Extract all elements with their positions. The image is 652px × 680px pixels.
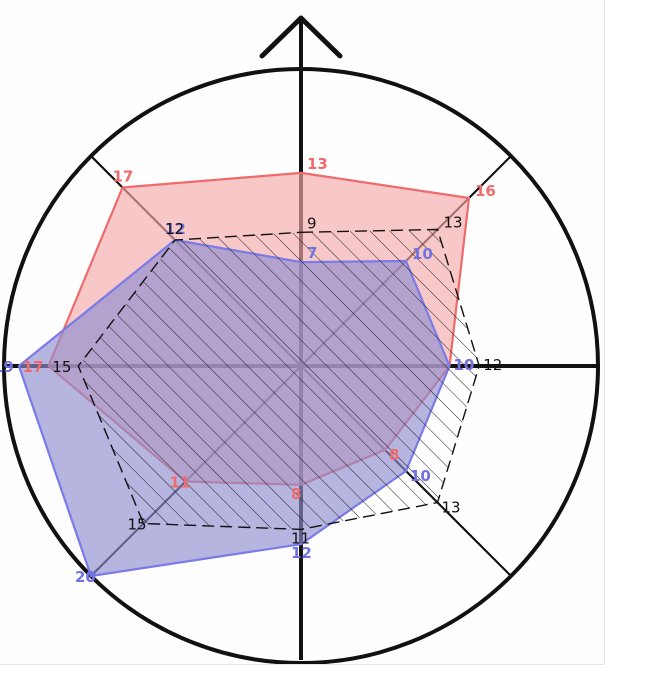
series-2-label-3: 13: [442, 499, 461, 517]
series-0-label-7: 17: [113, 168, 134, 186]
series-1-label-3: 10: [410, 467, 431, 485]
series-2-label-7: 12: [165, 220, 184, 238]
series-2-label-6: 15: [52, 358, 71, 376]
series-1-label-5: 20: [75, 568, 96, 586]
series-0-label-5: 11: [170, 474, 191, 492]
series-0-label-4: 8: [291, 485, 301, 503]
series-0-label-6: 17: [23, 358, 44, 376]
series-1-label-0: 7: [307, 244, 317, 262]
series-0-label-0: 13: [307, 155, 328, 173]
series-2-label-2: 12: [483, 356, 502, 374]
series-1-label-6: 19: [0, 358, 14, 376]
axis-arrow: [259, 15, 343, 59]
series-2-label-0: 9: [307, 214, 317, 232]
radar-chart: 1316108811171771010101220191291312131115…: [0, 15, 600, 664]
series-1-label-4: 12: [291, 544, 312, 562]
series-0-label-3: 8: [389, 446, 399, 464]
series-1-label-1: 10: [412, 245, 433, 263]
series-0-label-2: 10: [454, 356, 475, 374]
series-1-label-7: 12: [165, 220, 186, 238]
series-1-label-2: 10: [454, 356, 475, 374]
series-0-label-1: 16: [475, 182, 496, 200]
series-2-label-1: 13: [444, 214, 463, 232]
chart-frame: 1316108811171771010101220191291312131115…: [0, 0, 605, 665]
series-2-label-5: 15: [128, 516, 147, 534]
series-2-label-4: 11: [291, 529, 310, 547]
series-2-polygon: [77, 228, 480, 531]
